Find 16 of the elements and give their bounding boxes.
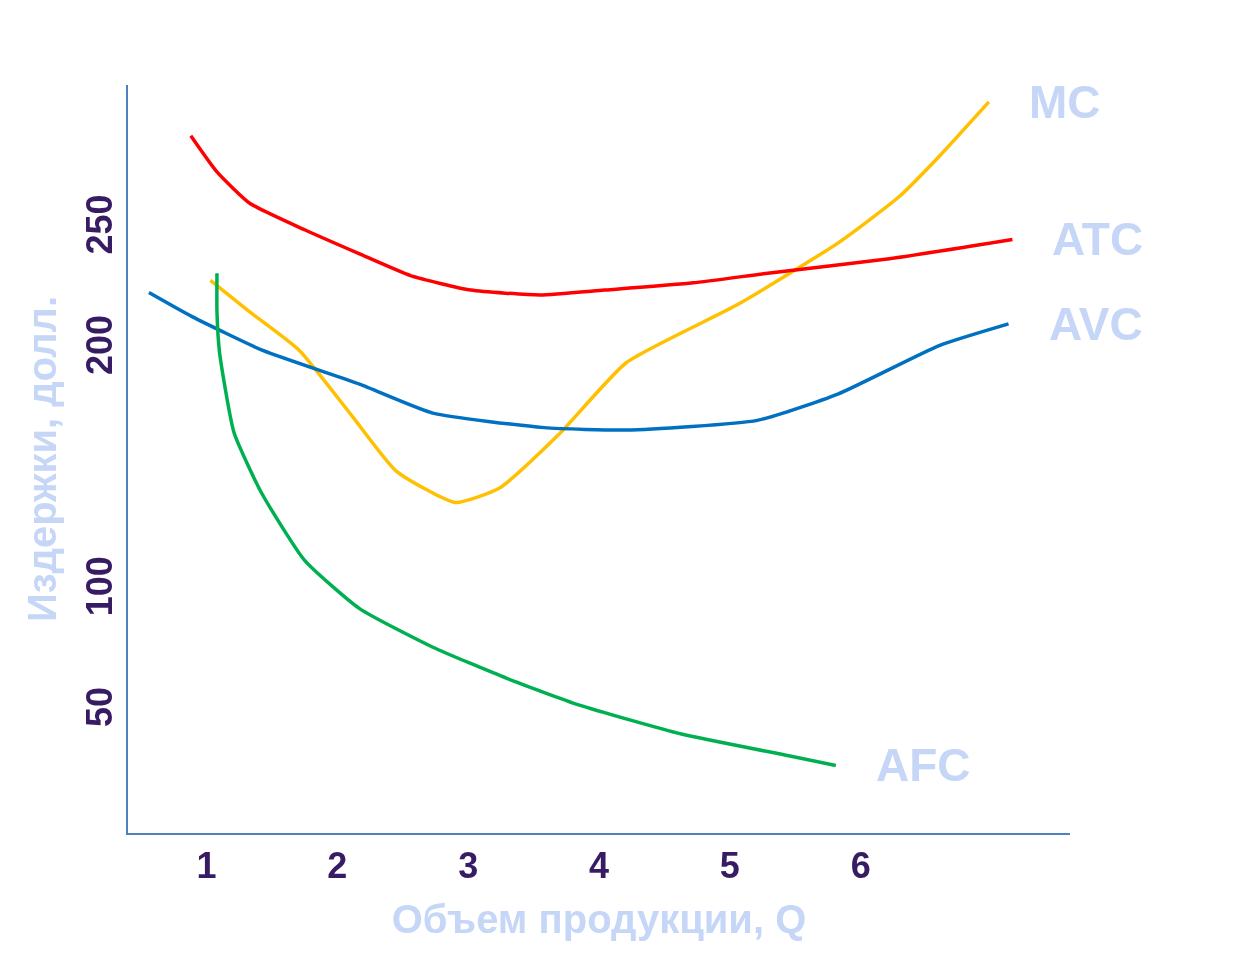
series-label: MC bbox=[1029, 76, 1101, 128]
y-tick-label: 50 bbox=[78, 686, 120, 727]
y-tick-label: 100 bbox=[78, 556, 120, 617]
x-tick-label: 3 bbox=[458, 845, 479, 887]
x-axis-title: Объем продукции, Q bbox=[391, 897, 807, 942]
x-tick-label: 4 bbox=[588, 845, 610, 887]
x-tick-label: 2 bbox=[327, 845, 348, 887]
series-label: ATC bbox=[1052, 213, 1144, 265]
x-tick-label: 5 bbox=[719, 845, 740, 887]
x-tick-label: 6 bbox=[850, 845, 871, 887]
x-tick-label: 1 bbox=[196, 845, 217, 887]
y-tick-label: 200 bbox=[78, 314, 120, 376]
y-axis-title: Издержки, долл. bbox=[19, 295, 64, 623]
series-label: AFC bbox=[876, 739, 971, 791]
y-tick-label: 250 bbox=[78, 194, 120, 255]
series-label: AVC bbox=[1049, 298, 1143, 350]
